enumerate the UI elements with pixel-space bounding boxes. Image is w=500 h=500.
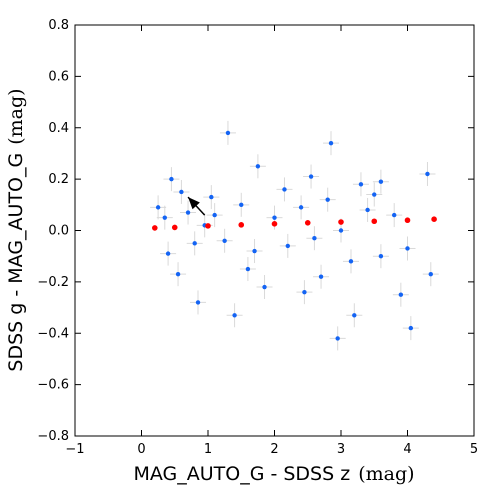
data-point xyxy=(325,197,330,202)
y-axis-label: SDSS g - MAG_AUTO_G (mag) xyxy=(5,88,27,371)
data-point xyxy=(338,228,344,233)
data-point xyxy=(169,176,174,182)
data-point xyxy=(212,212,217,218)
data-point xyxy=(302,289,307,295)
data-point xyxy=(398,292,404,297)
x-tick-label: 0 xyxy=(137,442,145,457)
plot-frame xyxy=(74,24,475,437)
trend-layer xyxy=(152,216,437,231)
y-tick-label: 0.4 xyxy=(48,121,69,136)
trend-point xyxy=(152,225,158,231)
trend-point xyxy=(431,216,437,222)
data-point xyxy=(272,215,277,220)
data-point xyxy=(358,182,364,187)
arrow-head xyxy=(188,197,200,210)
data-point xyxy=(392,212,397,218)
x-tick-label: −1 xyxy=(65,442,84,457)
y-tick-label: −0.4 xyxy=(37,326,69,341)
trend-point xyxy=(205,223,211,229)
x-axis: −1 0 1 2 3 4 5 xyxy=(65,25,478,457)
data-point xyxy=(239,202,244,208)
data-point xyxy=(312,236,317,241)
data-point xyxy=(378,253,384,259)
data-point xyxy=(185,210,191,215)
y-tick-label: 0.6 xyxy=(48,69,69,84)
data-point xyxy=(232,313,237,318)
y-tick-label: 0.0 xyxy=(48,224,69,239)
data-point-layer xyxy=(155,130,433,341)
data-point xyxy=(298,205,304,210)
data-point xyxy=(282,187,287,192)
data-point xyxy=(209,194,214,200)
trend-point xyxy=(271,221,278,227)
trend-point xyxy=(171,224,178,231)
data-point xyxy=(245,266,251,272)
data-point xyxy=(262,284,267,290)
errorbar-layer xyxy=(150,120,439,351)
x-tick-label: 3 xyxy=(337,442,345,457)
data-point xyxy=(195,300,201,305)
data-point xyxy=(165,251,171,256)
trend-point xyxy=(238,222,245,228)
trend-point xyxy=(404,217,411,224)
data-point xyxy=(175,271,181,277)
data-point xyxy=(179,189,184,195)
data-point xyxy=(372,192,377,197)
data-point xyxy=(162,215,167,220)
data-point xyxy=(378,179,384,184)
data-point xyxy=(192,241,197,246)
data-point xyxy=(308,174,314,179)
y-tick-label: −0.8 xyxy=(37,429,69,444)
data-point xyxy=(328,140,334,146)
trend-point xyxy=(304,219,311,226)
x-tick-label: 2 xyxy=(270,442,278,457)
data-point xyxy=(428,271,433,277)
y-tick-label: −0.2 xyxy=(37,275,69,290)
x-tick-label: 5 xyxy=(470,442,478,457)
data-point xyxy=(335,336,340,341)
x-axis-label: MAG_AUTO_G - SDSS z (mag) xyxy=(133,463,414,485)
data-point xyxy=(425,171,430,177)
y-tick-label: −0.6 xyxy=(37,378,69,393)
y-tick-label: 0.8 xyxy=(48,18,69,33)
data-point xyxy=(222,238,227,243)
data-point xyxy=(285,243,290,249)
data-point xyxy=(348,259,354,264)
trend-point xyxy=(371,218,378,225)
data-point xyxy=(408,325,414,331)
data-point xyxy=(352,313,357,318)
data-point xyxy=(405,246,410,251)
annotation-arrow xyxy=(187,196,206,216)
data-point xyxy=(318,274,324,279)
data-point xyxy=(225,130,231,136)
x-tick-label: 1 xyxy=(204,442,212,457)
data-point xyxy=(365,207,370,213)
trend-point xyxy=(338,219,344,225)
data-point xyxy=(252,248,257,254)
y-axis: −0.8 −0.6 −0.4 −0.2 0.0 0.2 0.4 0.6 0.8 xyxy=(37,18,474,444)
y-tick-label: 0.2 xyxy=(48,172,69,187)
x-tick-label: 4 xyxy=(403,442,411,457)
data-point xyxy=(255,164,261,169)
data-point xyxy=(155,205,161,210)
